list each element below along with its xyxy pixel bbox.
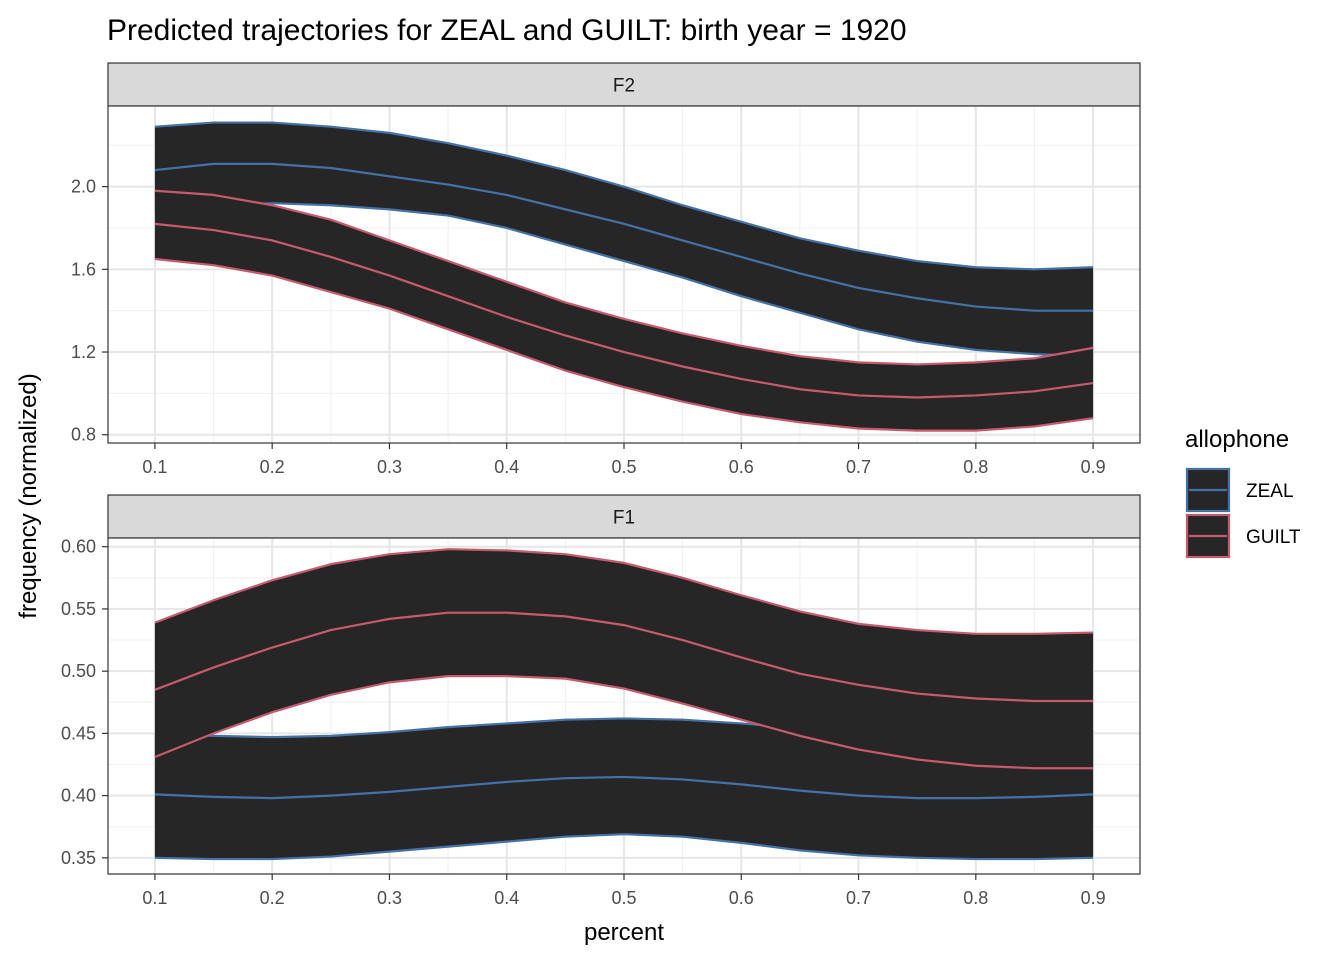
legend-label: GUILT bbox=[1246, 527, 1301, 548]
y-tick-label: 0.8 bbox=[71, 425, 96, 445]
x-tick-label: 0.1 bbox=[142, 888, 167, 908]
y-tick-label: 0.55 bbox=[61, 599, 96, 619]
x-tick-label: 0.9 bbox=[1081, 457, 1106, 477]
lower-bound-line bbox=[154, 675, 1094, 770]
x-tick-label: 0.3 bbox=[377, 888, 402, 908]
confidence-ribbon bbox=[154, 718, 1094, 860]
x-tick-label: 0.8 bbox=[963, 888, 988, 908]
fit-line bbox=[154, 162, 1094, 312]
strip-label: F1 bbox=[613, 508, 635, 529]
x-tick-label: 0.7 bbox=[846, 457, 871, 477]
legend-title: allophone bbox=[1185, 426, 1289, 453]
y-tick-label: 2.0 bbox=[71, 177, 96, 197]
y-tick-label: 0.50 bbox=[61, 661, 96, 681]
lower-bound-line bbox=[154, 202, 1094, 358]
fit-line bbox=[154, 775, 1094, 800]
legend-label: ZEAL bbox=[1246, 481, 1294, 502]
lower-bound-line bbox=[154, 257, 1094, 432]
panels: F2 0.1 0.2 0.3 0.4 0.5 0.6 0.7 0.8 0.9 0.8 1.2 1.6 2.… bbox=[61, 62, 1141, 908]
series-zeal bbox=[154, 121, 1094, 358]
x-tick-label: 0.2 bbox=[260, 888, 285, 908]
panel-f2: F2 0.1 0.2 0.3 0.4 0.5 0.6 0.7 0.8 0.9 0.8 1.2 1.6 2.… bbox=[71, 62, 1141, 477]
x-tick-label: 0.1 bbox=[142, 457, 167, 477]
strip-label: F2 bbox=[613, 76, 635, 97]
confidence-ribbon bbox=[154, 549, 1094, 769]
upper-bound-line bbox=[154, 548, 1094, 635]
panel-f1: F1 0.1 0.2 0.3 0.4 0.5 0.6 0.7 0.8 0.9 0.35 0.40 0.4… bbox=[61, 494, 1141, 908]
x-tick-label: 0.7 bbox=[846, 888, 871, 908]
upper-bound-line bbox=[154, 189, 1094, 366]
x-tick-label: 0.5 bbox=[611, 457, 636, 477]
x-tick-label: 0.8 bbox=[963, 457, 988, 477]
legend-key-guilt: GUILT bbox=[1185, 513, 1301, 559]
x-tick-label: 0.5 bbox=[611, 888, 636, 908]
strip-f2 bbox=[107, 62, 1141, 107]
series-guilt bbox=[154, 189, 1094, 432]
x-tick-label: 0.4 bbox=[494, 888, 519, 908]
y-tick-label: 1.6 bbox=[71, 259, 96, 279]
strip-f1 bbox=[107, 494, 1141, 539]
x-tick-label: 0.9 bbox=[1081, 888, 1106, 908]
upper-bound-line bbox=[154, 121, 1094, 271]
legend-key-zeal: ZEAL bbox=[1185, 467, 1294, 513]
legend-keys: ZEAL GUILT bbox=[1185, 467, 1301, 559]
series-guilt bbox=[154, 548, 1094, 770]
x-axis-title: percent bbox=[584, 919, 664, 946]
confidence-ribbon bbox=[154, 190, 1094, 431]
fit-line bbox=[154, 611, 1094, 703]
legend: allophone ZEAL GUILT bbox=[1185, 426, 1301, 559]
y-tick-label: 0.40 bbox=[61, 786, 96, 806]
x-tick-label: 0.6 bbox=[729, 457, 754, 477]
y-tick-label: 0.45 bbox=[61, 723, 96, 743]
confidence-ribbon bbox=[154, 122, 1094, 357]
chart-title: Predicted trajectories for ZEAL and GUIL… bbox=[107, 14, 907, 47]
x-tick-label: 0.4 bbox=[494, 457, 519, 477]
x-tick-label: 0.3 bbox=[377, 457, 402, 477]
y-tick-label: 1.2 bbox=[71, 342, 96, 362]
y-tick-label: 0.60 bbox=[61, 537, 96, 557]
y-axis-title: frequency (normalized) bbox=[15, 373, 42, 618]
x-tick-label: 0.6 bbox=[729, 888, 754, 908]
x-tick-label: 0.2 bbox=[260, 457, 285, 477]
lower-bound-line bbox=[154, 833, 1094, 861]
y-tick-label: 0.35 bbox=[61, 848, 96, 868]
fit-line bbox=[154, 222, 1094, 399]
